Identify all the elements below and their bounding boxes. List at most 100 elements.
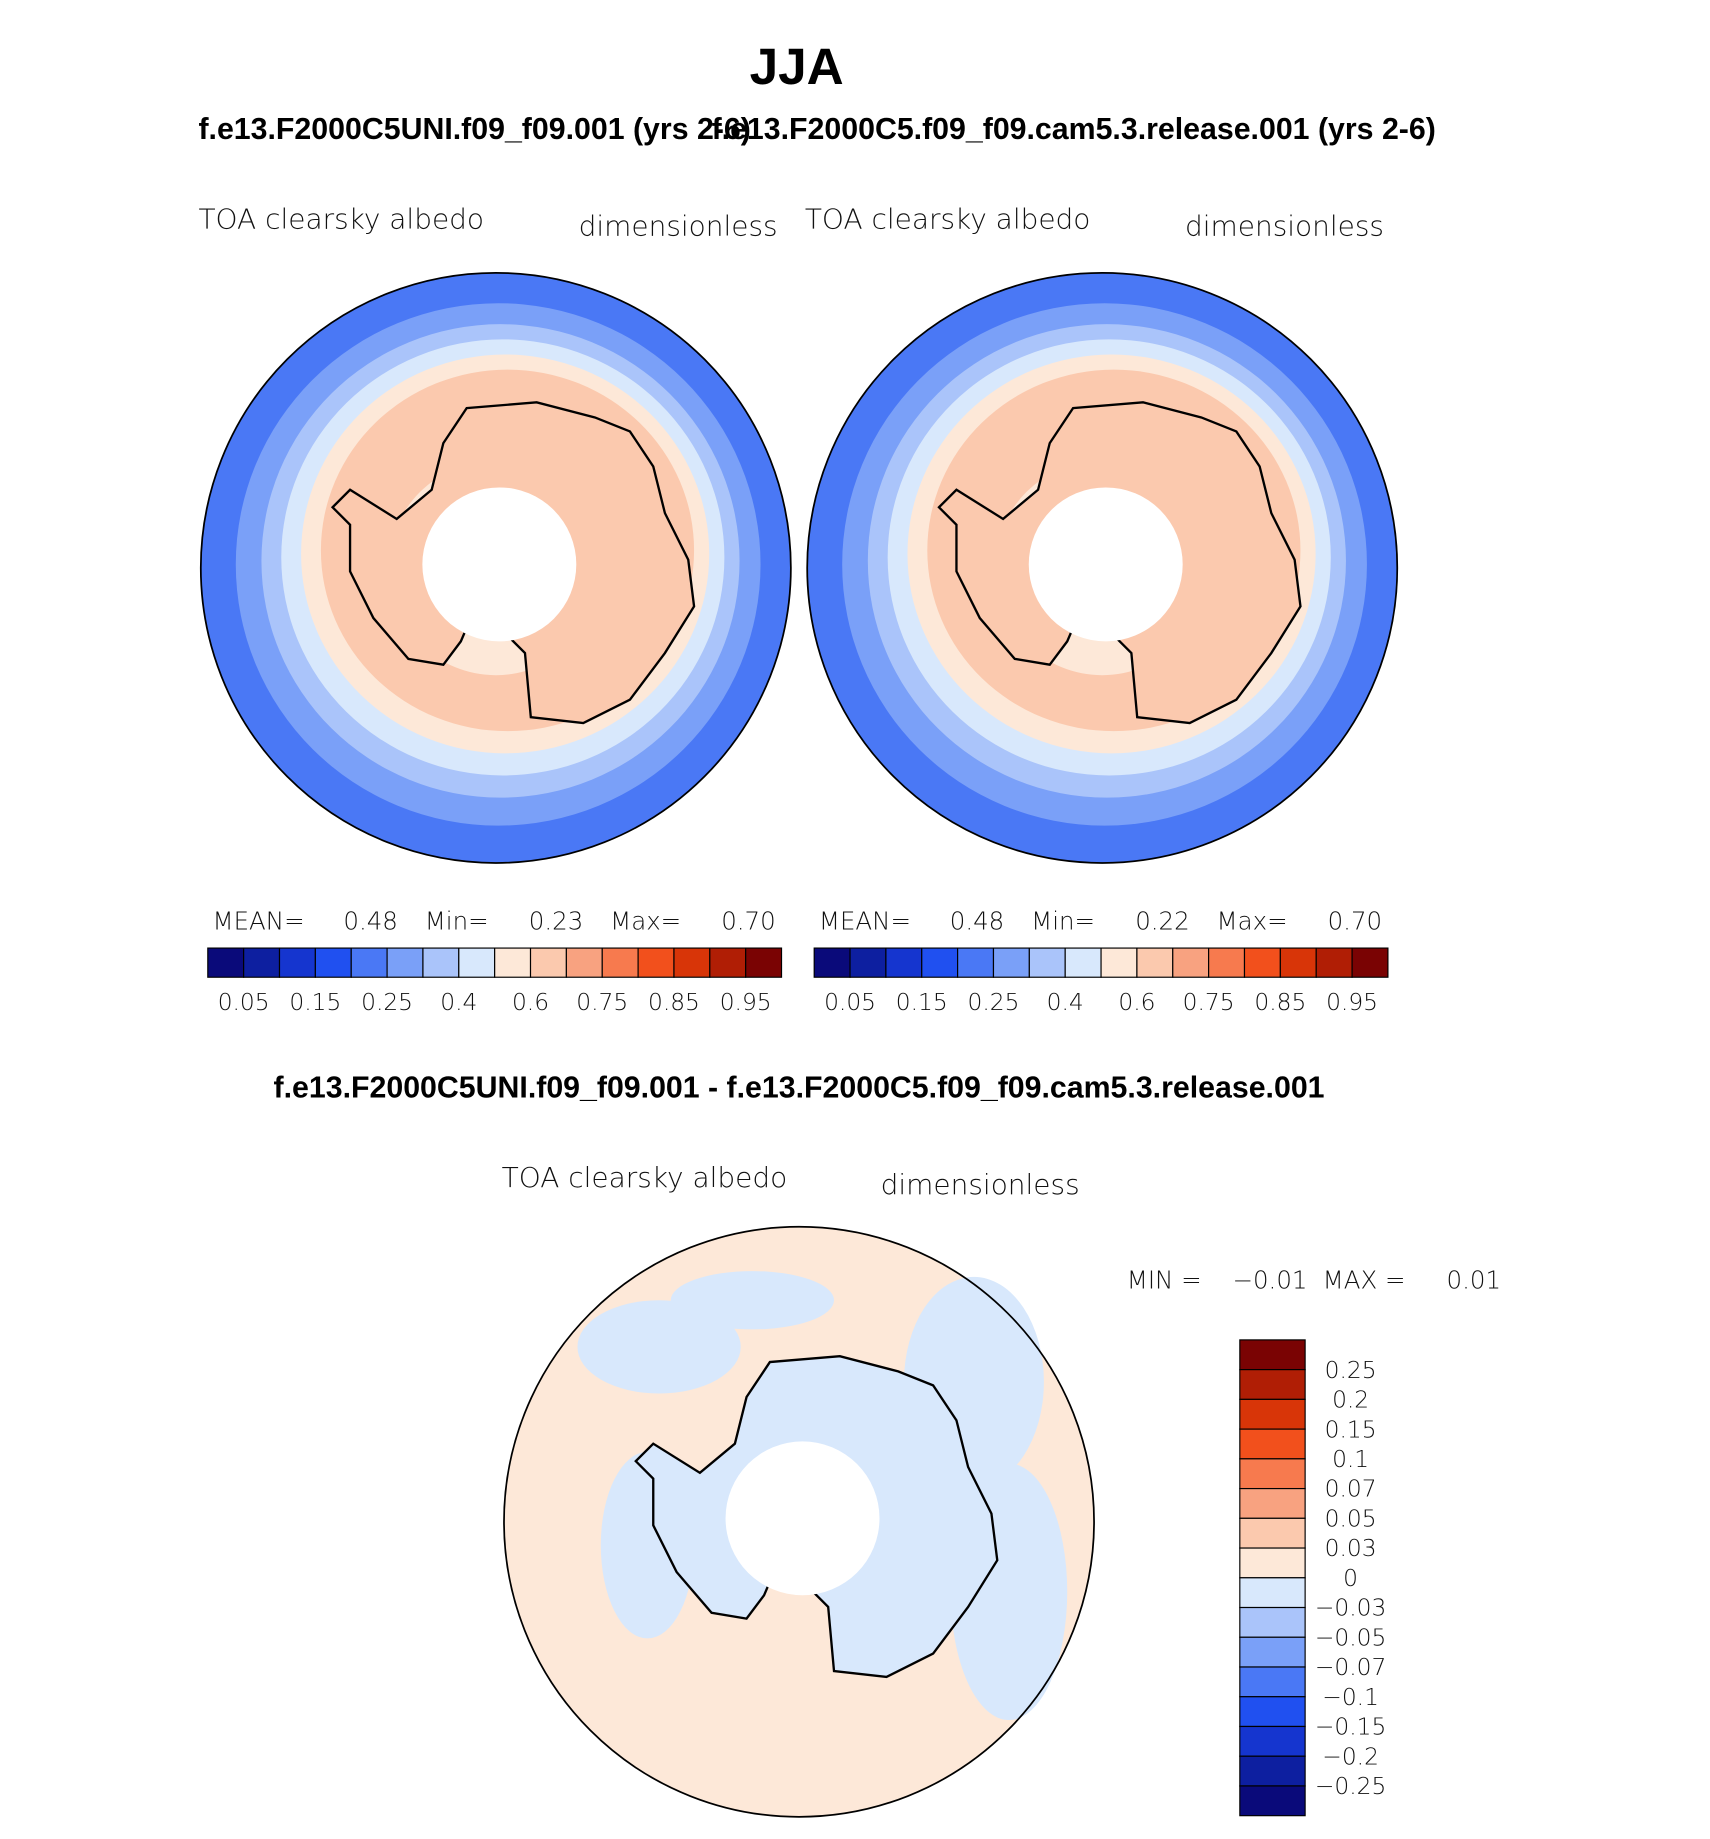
colorbar-box	[1028, 947, 1066, 978]
map	[199, 272, 792, 864]
map	[806, 272, 1399, 864]
colorbar-box	[921, 947, 959, 978]
colorbar-label: −0.05	[1315, 1624, 1386, 1651]
colorbar-label: 0.4	[440, 989, 477, 1016]
colorbar-box	[1136, 947, 1174, 978]
colorbar-box	[1239, 1458, 1306, 1490]
colorbar-box	[386, 947, 424, 978]
colorbar-box	[637, 947, 675, 978]
colorbar-box	[992, 947, 1030, 978]
colorbar-box	[1239, 1725, 1306, 1757]
panel-case: f.e13.F2000C5UNI.f09_f09.001 (yrs 2-6)	[198, 113, 750, 146]
colorbar-label: 0.25	[968, 989, 1020, 1016]
difference-title: f.e13.F2000C5UNI.f09_f09.001 - f.e13.F20…	[274, 1071, 1325, 1104]
colorbar-label: −0.15	[1315, 1714, 1386, 1741]
stat-value: 0.23	[529, 906, 583, 935]
colorbar-box	[1239, 1339, 1306, 1371]
colorbar-label: 0.6	[512, 989, 549, 1016]
colorbar-label: 0.25	[1325, 1357, 1377, 1384]
left-label: TOA clearsky albedo	[198, 203, 484, 236]
colorbar-box	[350, 947, 388, 978]
colorbar-box	[849, 947, 887, 978]
colorbar-box	[1064, 947, 1102, 978]
colorbar-label: 0.95	[720, 989, 772, 1016]
colorbar-box	[1100, 947, 1138, 978]
left-label: TOA clearsky albedo	[805, 203, 1091, 236]
stat-value: 0.48	[343, 906, 397, 935]
colorbar-box	[422, 947, 460, 978]
colorbar-box	[709, 947, 747, 978]
stat-value: −0.01	[1232, 1266, 1307, 1295]
map-border	[199, 272, 792, 864]
colorbar-box	[1239, 1369, 1306, 1400]
colorbar-box	[1239, 1636, 1306, 1668]
contour-fill	[577, 1300, 741, 1394]
colorbar-box	[1239, 1785, 1306, 1817]
colorbar-label: 0.15	[1325, 1416, 1377, 1443]
colorbar-label: 0.2	[1332, 1387, 1369, 1414]
colorbar-box	[1239, 1606, 1306, 1638]
colorbar-label: −0.2	[1322, 1743, 1379, 1770]
colorbar-label: −0.07	[1315, 1654, 1386, 1681]
right-label: dimensionless	[881, 1168, 1080, 1201]
stat-name: MAX =	[1323, 1266, 1406, 1295]
stat-value: 0.01	[1447, 1266, 1501, 1295]
pole-hole	[725, 1441, 880, 1596]
colorbar-box	[1239, 1696, 1306, 1728]
right-label: dimensionless	[579, 210, 778, 243]
colorbar-box	[601, 947, 639, 978]
colorbar-label: 0.07	[1325, 1476, 1377, 1503]
colorbar-box	[1239, 1487, 1306, 1519]
difference-map	[503, 1225, 1095, 1818]
colorbar-box	[1279, 947, 1317, 978]
colorbar-label: 0.05	[824, 989, 876, 1016]
colorbar-label: 0.25	[361, 989, 413, 1016]
colorbar-box	[1239, 1517, 1306, 1549]
colorbar-box	[243, 947, 281, 978]
colorbar-box	[565, 947, 603, 978]
colorbar-label: 0.6	[1118, 989, 1155, 1016]
colorbar-box	[813, 947, 851, 978]
colorbar-box	[1351, 947, 1389, 978]
colorbar-box	[1239, 1547, 1306, 1579]
colorbar-label: −0.1	[1322, 1684, 1379, 1711]
colorbar-box	[1239, 1428, 1306, 1460]
colorbar-box	[1315, 947, 1353, 978]
stat-name: MEAN=	[819, 906, 911, 935]
colorbar-label: −0.03	[1315, 1595, 1386, 1622]
contour-fill	[670, 1271, 835, 1330]
stat-name: MEAN=	[212, 906, 304, 935]
stat-value: 0.70	[721, 906, 775, 935]
colorbar-box	[529, 947, 567, 978]
colorbar-label: 0.85	[648, 989, 700, 1016]
colorbar-box	[458, 947, 496, 978]
colorbar-box	[1243, 947, 1281, 978]
colorbar-label: 0.85	[1254, 989, 1306, 1016]
colorbar-label: 0.95	[1326, 989, 1378, 1016]
stat-name: Min=	[425, 906, 489, 935]
stat-name: Max=	[1217, 906, 1288, 935]
panel-case: f.e13.F2000C5.f09_f09.cam5.3.release.001…	[712, 113, 1436, 146]
stat-value: 0.70	[1328, 906, 1382, 935]
stat-name: MIN =	[1127, 1266, 1202, 1295]
stat-value: 0.48	[950, 906, 1004, 935]
colorbar-box	[1239, 1577, 1306, 1609]
colorbar-box	[1239, 1666, 1306, 1698]
left-label: TOA clearsky albedo	[502, 1161, 788, 1194]
colorbar-label: 0.05	[218, 989, 270, 1016]
colorbar-box	[494, 947, 532, 978]
colorbar-label: −0.25	[1315, 1773, 1386, 1800]
map-border	[806, 272, 1399, 864]
map-border	[503, 1225, 1095, 1818]
colorbar-label: 0.05	[1325, 1505, 1377, 1532]
colorbar-box	[957, 947, 995, 978]
colorbar-box	[673, 947, 711, 978]
pole-hole	[1028, 487, 1183, 642]
stat-value: 0.22	[1135, 906, 1189, 935]
stat-name: Min=	[1031, 906, 1095, 935]
colorbar-label: 0.03	[1325, 1535, 1377, 1562]
figure-title: JJA	[750, 38, 844, 95]
colorbar-box	[314, 947, 352, 978]
